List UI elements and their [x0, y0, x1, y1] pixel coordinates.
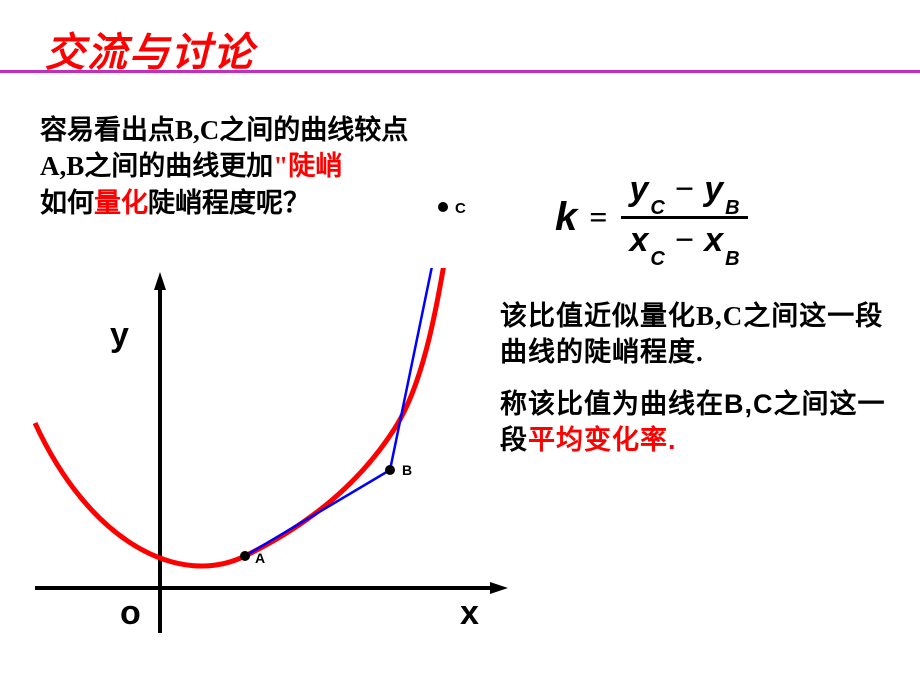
point-b-label: B	[402, 462, 412, 478]
den-x2: x	[704, 221, 723, 259]
den-sub-c: C	[650, 248, 664, 270]
origin-label: o	[120, 594, 141, 633]
num-sub-b: B	[725, 197, 739, 219]
paragraph-3: 称该比值为曲线在B,C之间这一段平均变化率.	[500, 386, 900, 459]
curve	[35, 268, 455, 566]
chord-ab	[245, 470, 390, 556]
y-axis-arrow	[154, 272, 166, 290]
para3-rate: 平均变化率.	[528, 425, 677, 455]
point-b	[385, 465, 395, 475]
coordinate-graph: y x o A B	[30, 268, 510, 683]
y-axis-label: y	[110, 316, 129, 355]
num-y1: y	[629, 170, 648, 208]
num-minus: −	[675, 171, 694, 208]
formula-k: k	[555, 195, 577, 240]
den-sub-b: B	[725, 248, 739, 270]
para1-text-a: 容易看出点B,C之间的曲线较点A,B之间的曲线更加	[40, 115, 408, 181]
x-axis-arrow	[490, 582, 508, 594]
num-sub-c: C	[650, 197, 664, 219]
point-c-dot	[435, 195, 455, 215]
slope-formula: k = yC−yB xC−xB	[555, 168, 748, 267]
formula-numerator: yC−yB	[621, 168, 747, 216]
para1-text-c: 陡峭程度呢？	[148, 188, 310, 218]
graph-svg	[30, 268, 510, 683]
para1-text-b: 如何	[40, 188, 94, 218]
formula-eq: =	[589, 199, 607, 236]
x-axis-label: x	[460, 594, 479, 633]
para1-quote: "	[273, 151, 288, 181]
point-a-label: A	[255, 550, 265, 566]
paragraph-1: 容易看出点B,C之间的曲线较点A,B之间的曲线更加"陡峭 如何量化陡峭程度呢？	[40, 112, 435, 221]
point-a	[240, 551, 250, 561]
den-x1: x	[629, 221, 648, 259]
para1-steep: 陡峭	[288, 151, 342, 181]
den-minus: −	[675, 222, 694, 259]
num-y2: y	[704, 170, 723, 208]
para1-quantify: 量化	[94, 188, 148, 218]
formula-fraction: yC−yB xC−xB	[621, 168, 747, 267]
title-underline	[0, 70, 920, 73]
point-c-label: C	[455, 200, 466, 217]
paragraph-2: 该比值近似量化B,C之间这一段曲线的陡峭程度.	[500, 298, 900, 371]
formula-denominator: xC−xB	[621, 219, 747, 267]
